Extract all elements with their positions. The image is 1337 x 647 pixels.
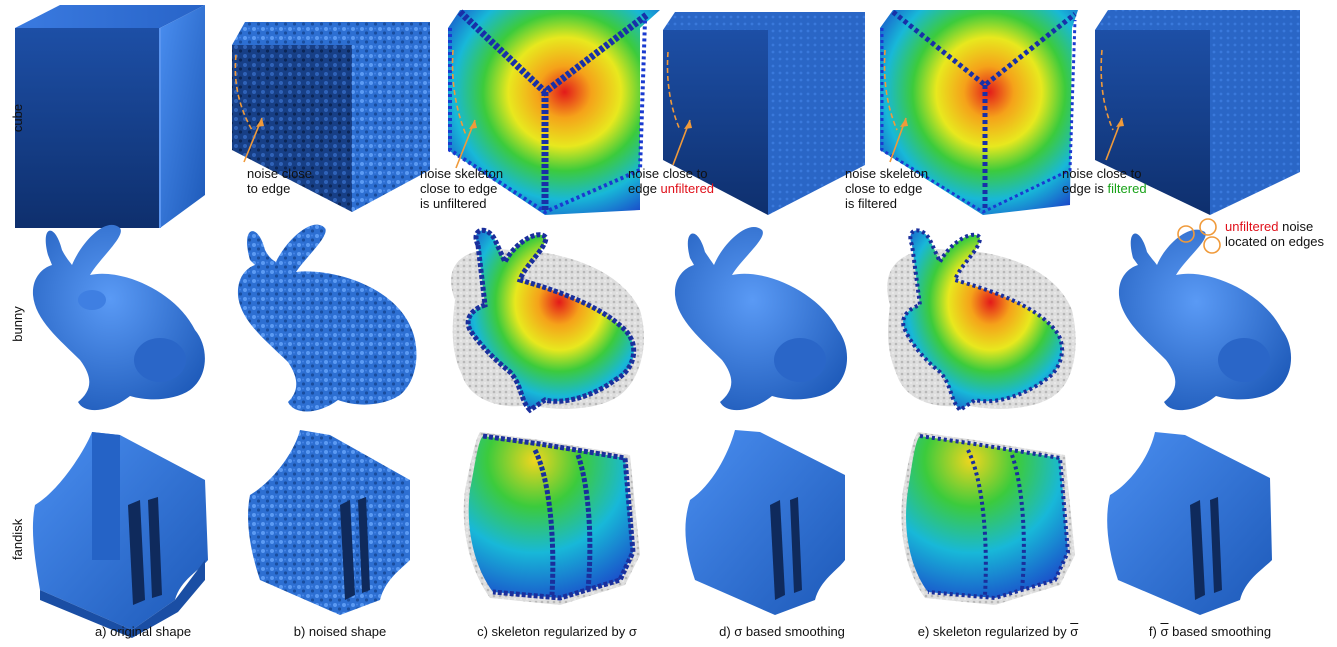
caption-skeleton-sigma-bar: e) skeleton regularized by σ [917,624,1079,639]
arrowheads [256,118,1124,129]
row-label-bunny: bunny [10,306,25,342]
note-edge-unfiltered: noise close to edge unfiltered [628,166,715,196]
bunny-original [32,224,205,411]
note-noise-close-to-edge: noise close to edge [247,166,313,196]
cube-skeleton-sigma-bar [880,10,1078,215]
cube-noised [232,22,430,212]
unfiltered-noise-circles [1177,218,1221,254]
bunny-noised [237,224,417,412]
note-skeleton-unfiltered: noise skeleton close to edge is unfiltered [420,166,504,211]
cube-annotations [234,49,1123,169]
fandisk-original [32,432,209,638]
caption-sigma-smoothing: d) σ based smoothing [719,624,845,639]
cube-skeleton-sigma [448,9,660,215]
caption-noised-shape: b) noised shape [293,624,387,639]
note-edge-filtered: noise close to edge is filtered [1062,166,1147,196]
cube-sigma-bar-smoothed [1095,10,1300,215]
fandisk-skeleton-sigma-bar [901,432,1075,605]
note-skeleton-filtered: noise skeleton close to edge is filtered [845,166,929,211]
fandisk-noised [248,430,410,615]
cube-sigma-smoothed [663,12,865,215]
caption-skeleton-sigma: c) skeleton regularized by σ [477,624,637,639]
fandisk-skeleton-sigma [463,432,640,605]
bunny-skeleton-sigma-bar [887,228,1076,413]
bunny-sigma-smoothed [674,227,848,411]
fandisk-sigma-smoothed [685,430,845,615]
row-label-cube: cube [10,103,25,133]
row-label-fandisk: fandisk [10,518,25,560]
fandisk-sigma-bar-smoothed [1107,432,1272,615]
note-unfiltered-noise-edges: unfiltered noise located on edges [1225,219,1325,249]
cube-original [15,5,205,228]
bunny-sigma-bar-smoothed [1118,229,1292,411]
caption-original-shape: a) original shape [94,624,192,639]
caption-sigma-bar-smoothing: f) σ based smoothing [1148,624,1272,639]
bunny-skeleton-sigma [451,228,644,414]
